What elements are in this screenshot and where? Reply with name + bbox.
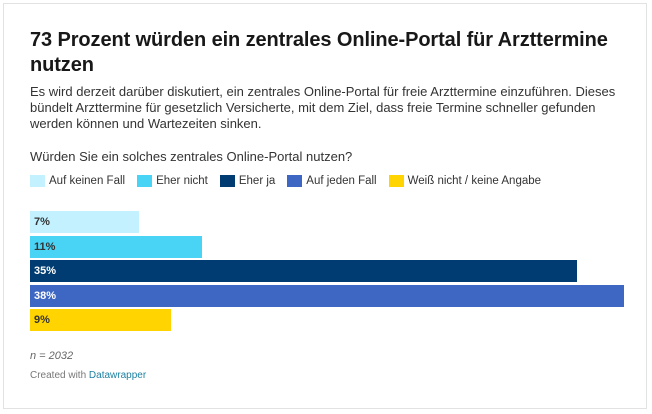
legend-swatch xyxy=(30,175,45,187)
bar-chart: 7% 11% 35% 38% 9% xyxy=(30,211,624,335)
chart-legend: Auf keinen Fall Eher nicht Eher ja Auf jede… xyxy=(30,175,624,187)
bar-row: 35% xyxy=(30,260,624,282)
legend-label: Auf keinen Fall xyxy=(49,175,126,187)
bar xyxy=(30,260,578,282)
sample-size-note: n = 2032 xyxy=(30,350,74,362)
survey-question: Würden Sie ein solches zentrales Online-… xyxy=(30,149,353,164)
chart-header: 73 Prozent würden ein zentrales Online-P… xyxy=(30,28,624,187)
bar-value-label: 38% xyxy=(34,289,57,302)
chart-subtitle: Es wird derzeit darüber diskutiert, ein … xyxy=(30,84,616,131)
bar-value-label: 11% xyxy=(34,240,56,253)
legend-label: Eher ja xyxy=(238,175,276,187)
bar-row: 7% xyxy=(30,211,624,233)
legend-swatch xyxy=(137,175,153,187)
bar-row: 9% xyxy=(30,309,624,331)
legend-item: Eher nicht xyxy=(137,175,208,187)
legend-label: Auf jeden Fall xyxy=(306,175,377,187)
legend-swatch xyxy=(388,175,404,187)
chart-frame xyxy=(3,3,647,409)
legend-item: Eher ja xyxy=(219,175,276,187)
bar-row: 38% xyxy=(30,284,624,307)
legend-label: Eher nicht xyxy=(156,175,208,187)
bar xyxy=(30,211,140,233)
bar-row: 11% xyxy=(30,235,624,258)
legend-swatch xyxy=(219,175,235,187)
bar-value-label: 35% xyxy=(34,265,57,277)
bar-value-label: 7% xyxy=(34,216,50,228)
legend-swatch xyxy=(287,175,303,187)
chart-footer: n = 2032 Created with Datawrapper xyxy=(30,350,624,381)
legend-item: Weiß nicht / keine Angabe xyxy=(388,175,542,187)
bar xyxy=(30,284,624,307)
datawrapper-link[interactable]: Datawrapper xyxy=(88,370,147,381)
bar-value-label: 9% xyxy=(34,314,50,326)
legend-item: Auf keinen Fall xyxy=(30,175,125,187)
bar xyxy=(30,309,171,331)
credit-prefix: Created with xyxy=(30,370,89,381)
bar xyxy=(30,235,202,258)
credit-line: Created with Datawrapper xyxy=(30,370,624,381)
chart-title: 73 Prozent würden ein zentrales Online-P… xyxy=(30,29,608,76)
legend-item: Auf jeden Fall xyxy=(287,175,377,187)
legend-label: Weiß nicht / keine Angabe xyxy=(407,175,542,187)
